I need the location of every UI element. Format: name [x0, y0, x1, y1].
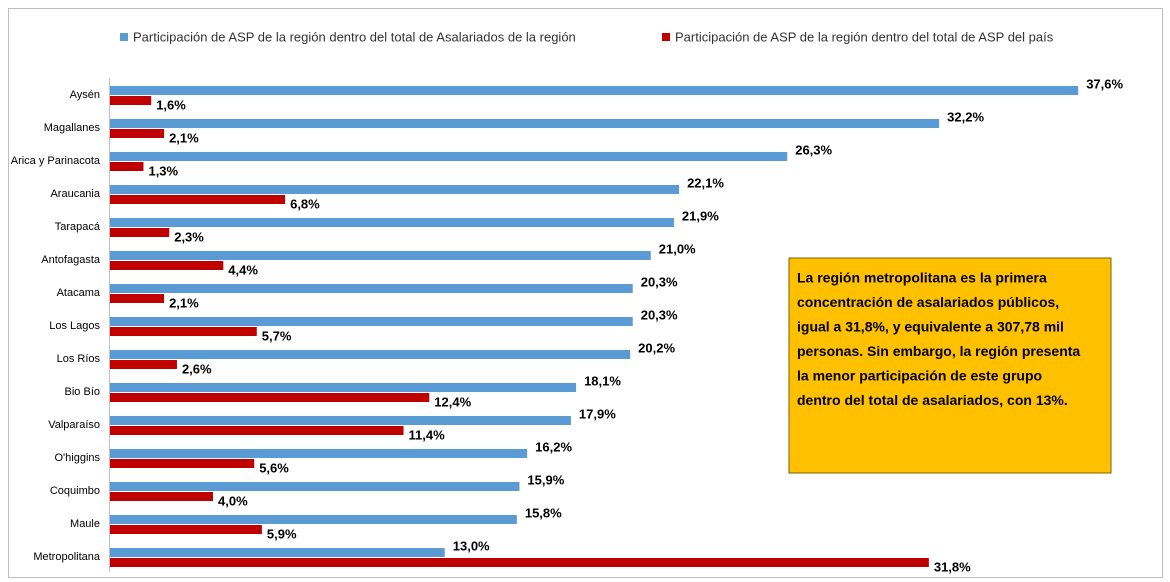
- bar: [110, 261, 224, 270]
- bar: [110, 416, 571, 425]
- value-label: 12,4%: [434, 394, 471, 409]
- legend-swatch: [120, 33, 128, 41]
- category-label: Los Ríos: [57, 353, 101, 365]
- value-label: 13,0%: [453, 538, 490, 553]
- value-label: 1,3%: [148, 163, 178, 178]
- annotation-line: igual a 31,8%, y equivalente a 307,78 mi…: [797, 319, 1064, 335]
- value-label: 22,1%: [687, 175, 724, 190]
- value-label: 2,1%: [169, 130, 199, 145]
- value-label: 26,3%: [795, 142, 832, 157]
- value-label: 32,2%: [947, 109, 984, 124]
- legend-swatch: [662, 33, 670, 41]
- value-label: 17,9%: [579, 406, 616, 421]
- category-label: Bio Bío: [65, 386, 100, 398]
- bar: [110, 96, 152, 105]
- bar: [110, 525, 262, 534]
- bar: [110, 294, 165, 303]
- category-label: Metropolitana: [33, 551, 101, 563]
- category-label: Aysén: [70, 89, 100, 101]
- value-label: 5,6%: [259, 460, 289, 475]
- bar: [110, 195, 286, 204]
- value-label: 2,6%: [182, 361, 212, 376]
- bar: [110, 251, 651, 260]
- category-label: Tarapacá: [55, 221, 101, 233]
- category-label: Antofagasta: [41, 254, 101, 266]
- bar: [110, 185, 680, 194]
- value-label: 21,0%: [659, 241, 696, 256]
- value-label: 20,2%: [638, 340, 675, 355]
- annotation-line: La región metropolitana es la primera: [797, 270, 1047, 286]
- bar: [110, 360, 177, 369]
- bar: [110, 86, 1079, 95]
- value-label: 1,6%: [156, 97, 186, 112]
- value-label: 21,9%: [682, 208, 719, 223]
- bar: [110, 492, 213, 501]
- bar: [110, 162, 144, 171]
- bar: [110, 459, 255, 468]
- bar: [110, 558, 929, 567]
- value-label: 2,3%: [174, 229, 204, 244]
- bar: [110, 152, 788, 161]
- annotation-line: concentración de asalariados públicos,: [797, 294, 1059, 310]
- value-label: 11,4%: [409, 427, 446, 442]
- bar: [110, 383, 577, 392]
- value-label: 2,1%: [169, 295, 199, 310]
- category-label: Araucania: [50, 188, 100, 200]
- value-label: 5,9%: [267, 526, 297, 541]
- bar: [110, 449, 528, 458]
- bar: [110, 119, 940, 128]
- bar: [110, 228, 170, 237]
- category-label: Magallanes: [44, 122, 101, 134]
- legend-label: Participación de ASP de la región dentro…: [133, 29, 576, 44]
- value-label: 15,8%: [525, 505, 562, 520]
- bar: [110, 350, 631, 359]
- bar: [110, 482, 520, 491]
- category-label: Coquimbo: [50, 485, 100, 497]
- category-label: Atacama: [57, 287, 101, 299]
- category-label: Maule: [70, 518, 100, 530]
- bar: [110, 317, 633, 326]
- category-label: Arica y Parinacota: [11, 155, 101, 167]
- bar: [110, 548, 445, 557]
- annotation-line: personas. Sin embargo, la región present…: [797, 343, 1080, 359]
- bar: [110, 218, 674, 227]
- bar: [110, 327, 257, 336]
- legend-label: Participación de ASP de la región dentro…: [675, 29, 1054, 44]
- value-label: 5,7%: [262, 328, 292, 343]
- value-label: 37,6%: [1086, 76, 1123, 91]
- category-label: Valparaíso: [48, 419, 100, 431]
- category-label: O'higgins: [54, 452, 100, 464]
- value-label: 4,0%: [218, 493, 248, 508]
- value-label: 15,9%: [527, 472, 564, 487]
- bar: [110, 129, 165, 138]
- bar: [110, 393, 430, 402]
- value-label: 18,1%: [584, 373, 621, 388]
- value-label: 20,3%: [641, 307, 678, 322]
- value-label: 4,4%: [228, 262, 258, 277]
- bar: [110, 284, 633, 293]
- bar: [110, 426, 404, 435]
- annotation-line: la menor participación de este grupo: [797, 368, 1042, 384]
- value-label: 16,2%: [535, 439, 572, 454]
- category-label: Los Lagos: [49, 320, 100, 332]
- annotation-line: dentro del total de asalariados, con 13%…: [797, 392, 1068, 408]
- value-label: 6,8%: [290, 196, 320, 211]
- value-label: 20,3%: [641, 274, 678, 289]
- bar: [110, 515, 517, 524]
- annotation-box: [788, 257, 1112, 474]
- value-label: 31,8%: [934, 559, 971, 574]
